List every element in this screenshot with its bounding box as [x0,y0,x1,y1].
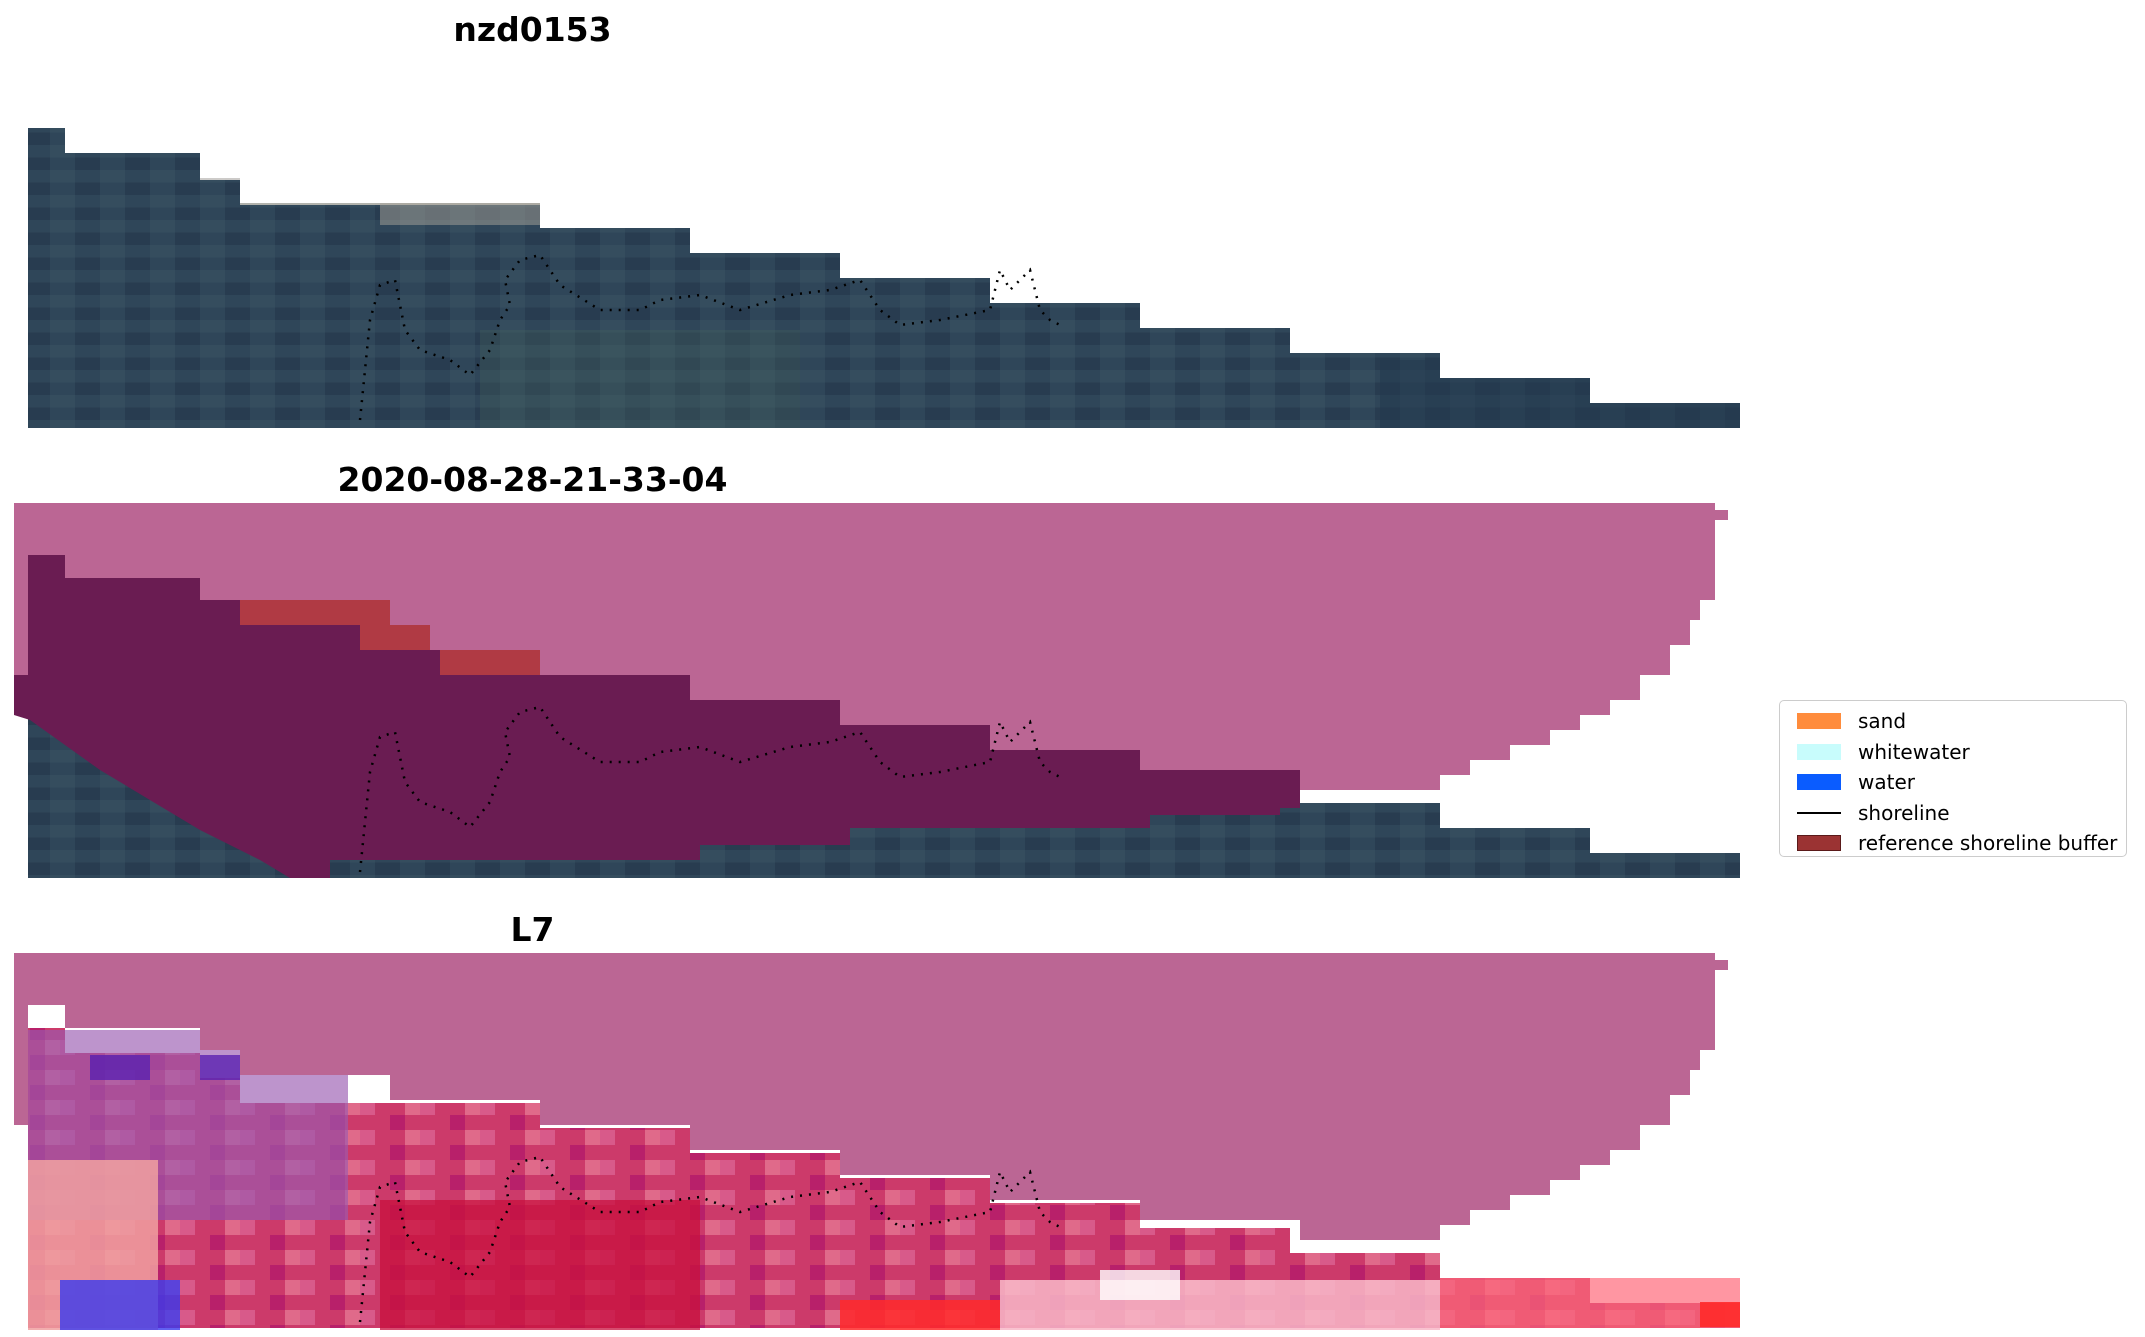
legend-label-shoreline: shoreline [1858,800,1950,825]
legend-label-water: water [1858,770,1915,795]
panel-title-2: 2020-08-28-21-33-04 [337,460,728,499]
legend-item-sand: sand [1787,706,2126,737]
legend-item-water: water [1787,767,2126,798]
shoreline-line-swatch [1797,811,1841,814]
rgb-image-panel [28,128,1740,428]
buffer-swatch [1797,835,1841,852]
panel-title-1: nzd0153 [453,10,612,49]
sand-swatch [1797,713,1841,730]
legend-label-buffer: reference shoreline buffer [1858,831,2118,856]
legend-item-whitewater: whitewater [1787,737,2126,768]
rgb-imagery [28,128,1740,428]
classified-panel [14,953,1740,1330]
legend-item-buffer: reference shoreline buffer [1787,828,2126,859]
water-swatch [1797,774,1841,791]
buffer-panel [14,503,1740,878]
index-background [28,1028,1740,1330]
reference-shoreline-buffer [14,503,1728,878]
panel-title-3: L7 [510,910,555,949]
legend-label-whitewater: whitewater [1858,739,1970,764]
legend-label-sand: sand [1858,709,1907,734]
reference-shoreline-buffer [14,953,1728,1240]
whitewater-swatch [1797,743,1841,760]
legend: sand whitewater water shoreline referenc… [1779,700,2127,857]
legend-item-shoreline: shoreline [1787,798,2126,829]
